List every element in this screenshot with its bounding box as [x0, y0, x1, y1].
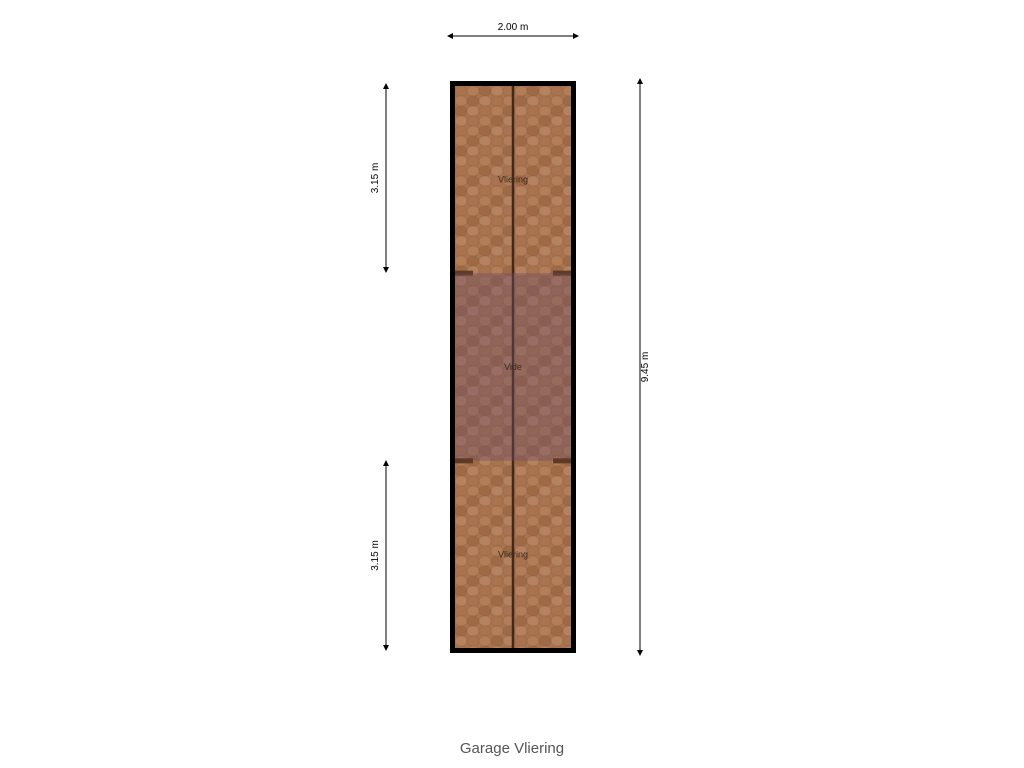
dim-right-label: 9.45 m [640, 352, 651, 383]
section-label-vliering: Vliering [498, 549, 528, 559]
dim-top-label: 2.00 m [498, 22, 529, 33]
floorplan-svg: Vliering Vide Vliering 2.00 m 9.45 m 3.15 m 3.… [0, 0, 1024, 768]
floorplan-canvas: Vliering Vide Vliering 2.00 m 9.45 m 3.15 m 3.… [0, 0, 1024, 768]
plan-title: Garage Vliering [0, 740, 1024, 757]
section-label-vide: Vide [504, 362, 522, 372]
dim-left-upper-label: 3.15 m [370, 163, 381, 194]
section-label-vliering: Vliering [498, 175, 528, 185]
dim-left-lower-label: 3.15 m [370, 540, 381, 571]
beam [455, 458, 473, 463]
beam [553, 458, 571, 463]
